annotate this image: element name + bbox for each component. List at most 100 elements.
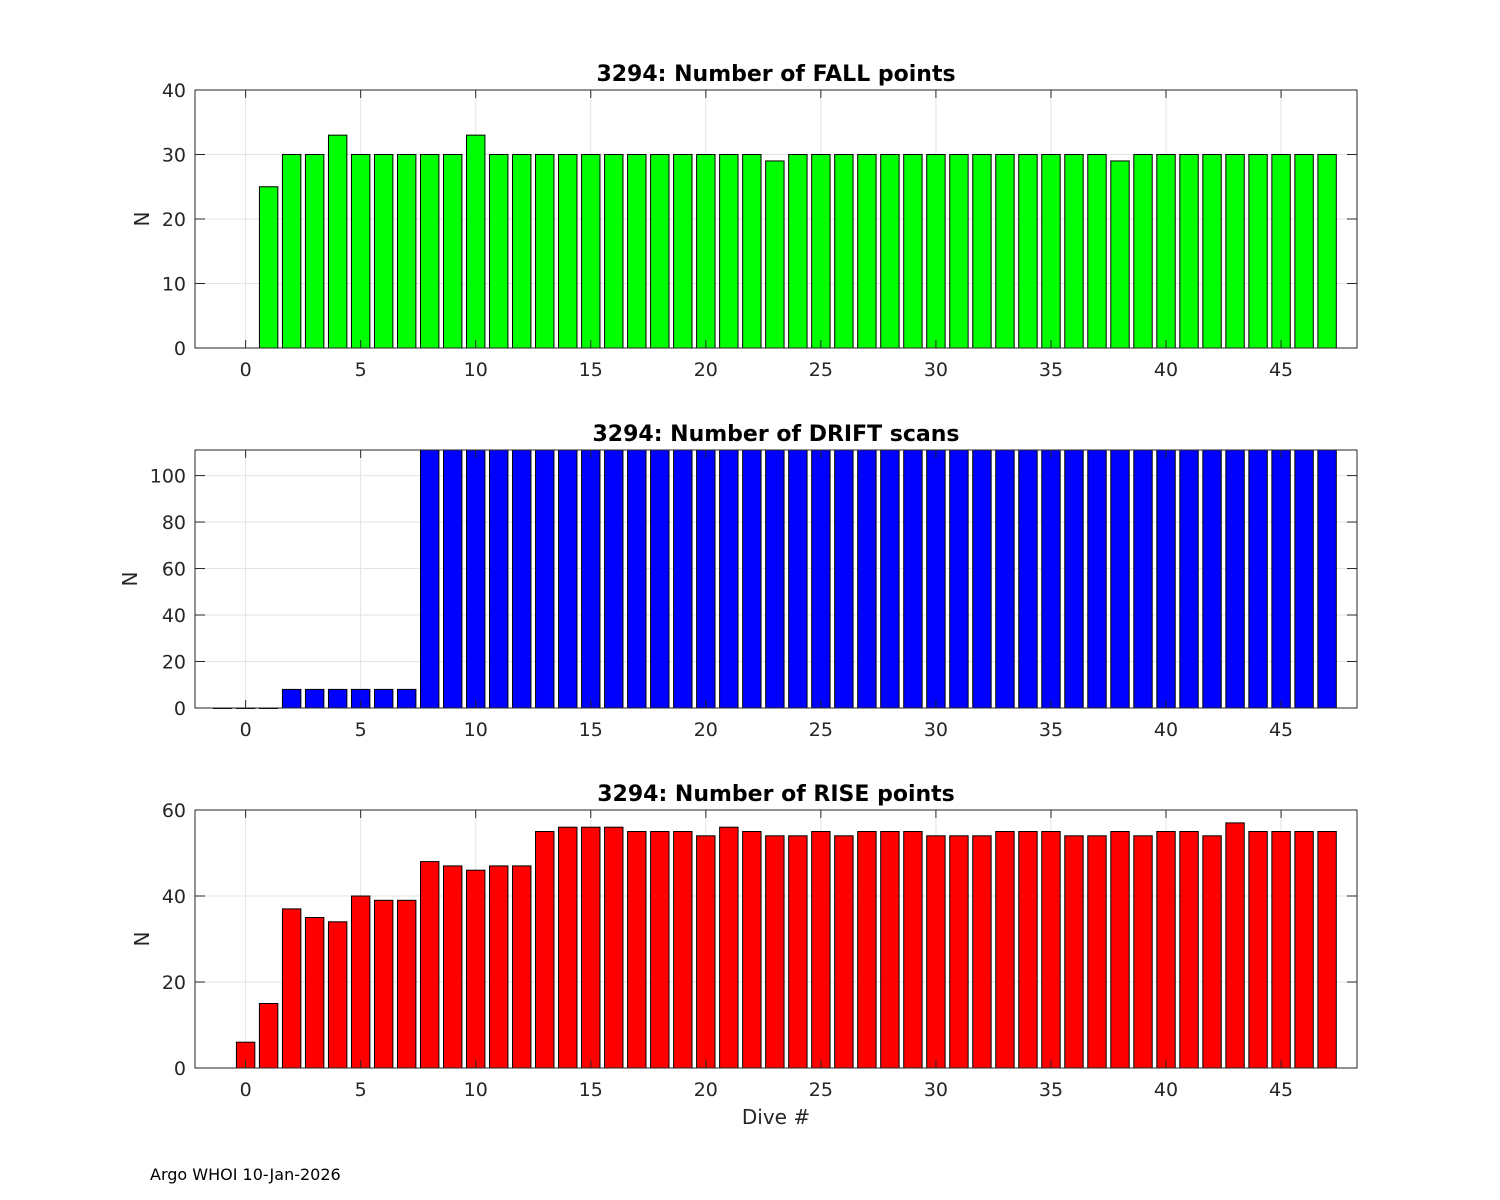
fall-chart-bar — [258, 186, 279, 349]
fall-chart-xtick-label: 15 — [579, 359, 603, 381]
drift-chart-ytick-label: 20 — [162, 652, 186, 674]
rise-chart-bar — [489, 865, 509, 1069]
drift-chart-xtick-label: 20 — [694, 719, 718, 741]
drift-chart-bar — [1064, 449, 1084, 709]
drift-chart-axes-box — [194, 449, 1358, 709]
drift-chart-bar — [1018, 449, 1038, 709]
rise-chart-bar — [535, 831, 555, 1069]
drift-chart-xtick-label: 10 — [464, 719, 488, 741]
drift-chart-bar — [304, 688, 325, 709]
rise-chart-bar — [1248, 831, 1268, 1069]
drift-chart-title: 3294: Number of DRIFT scans — [592, 422, 959, 447]
drift-chart-bar — [1087, 449, 1107, 709]
drift-chart: 0 5 10 15 20 25 30 35 40 45 0 20 40 60 80 100 3294: Numb… — [118, 422, 1358, 741]
fall-chart-bar — [604, 154, 624, 349]
fall-chart-bar — [1294, 154, 1314, 349]
fall-chart-bar — [765, 160, 785, 349]
fall-chart-bar — [788, 154, 808, 349]
rise-chart-xtick-label: 35 — [1039, 1079, 1063, 1101]
rise-chart-ytick-label: 20 — [162, 972, 186, 994]
drift-chart-xtick-label: 45 — [1269, 719, 1293, 741]
fall-chart-bar — [972, 154, 992, 349]
footer-credit: Argo WHOI 10-Jan-2026 — [150, 1165, 341, 1184]
rise-chart-ytick-label: 40 — [162, 886, 186, 908]
drift-chart-bar — [466, 449, 486, 709]
rise-chart-bar — [1064, 835, 1084, 1069]
drift-chart-ylabel: N — [118, 572, 142, 587]
fall-chart-bar — [719, 154, 739, 349]
drift-chart-bar — [1294, 449, 1314, 709]
drift-chart-bar — [696, 449, 716, 709]
rise-chart-bar — [1202, 835, 1222, 1069]
drift-chart-bar — [949, 449, 969, 709]
fall-chart-ylabel: N — [130, 212, 154, 227]
rise-chart-bar — [373, 899, 394, 1069]
drift-chart-bar — [1110, 449, 1130, 709]
rise-chart-bar — [281, 908, 302, 1069]
rise-chart-bar — [1041, 831, 1061, 1069]
fall-chart-bar — [350, 154, 371, 349]
rise-chart-bar — [558, 826, 578, 1069]
drift-chart-ytick-label: 0 — [174, 698, 186, 720]
rise-chart: 0 5 10 15 20 25 30 35 40 45 0 20 40 60 3294: Number of… — [130, 782, 1358, 1129]
fall-chart-xtick-label: 40 — [1154, 359, 1178, 381]
fall-chart-bar — [558, 154, 578, 349]
drift-chart-bar — [880, 449, 900, 709]
fall-chart-bar — [281, 154, 302, 349]
fall-chart-xtick-label: 20 — [694, 359, 718, 381]
drift-chart-xtick-label: 40 — [1154, 719, 1178, 741]
rise-chart-bar — [1133, 835, 1153, 1069]
drift-chart-bar — [489, 449, 509, 709]
drift-chart-bar — [972, 449, 992, 709]
drift-chart-bar — [604, 449, 624, 709]
fall-chart-bar — [1133, 154, 1153, 349]
rise-chart-bar — [1087, 835, 1107, 1069]
rise-chart-ylabel: N — [130, 932, 154, 947]
drift-chart-bar — [1133, 449, 1153, 709]
drift-chart-bar — [1248, 449, 1268, 709]
rise-chart-bar — [903, 831, 923, 1069]
fall-chart-bar — [1248, 154, 1268, 349]
drift-chart-bar — [419, 449, 440, 709]
rise-chart-bar — [466, 869, 486, 1069]
drift-chart-bar — [742, 449, 762, 709]
rise-chart-bar — [857, 831, 877, 1069]
rise-chart-xlabel: Dive # — [742, 1105, 810, 1129]
fall-chart-bar — [1041, 154, 1061, 349]
drift-chart-bar — [396, 688, 417, 709]
fall-chart-bar — [443, 154, 463, 349]
drift-chart-xtick-label: 5 — [355, 719, 367, 741]
fall-chart-ytick-label: 20 — [162, 209, 186, 231]
rise-chart-xtick-label: 20 — [694, 1079, 718, 1101]
fall-chart-bar — [1156, 154, 1176, 349]
rise-chart-bar — [949, 835, 969, 1069]
fall-chart-bar — [304, 154, 325, 349]
fall-chart-bar — [581, 154, 601, 349]
fall-chart-bar — [696, 154, 716, 349]
drift-chart-bar — [1271, 449, 1291, 709]
fall-chart-bar — [926, 154, 946, 349]
drift-chart-bar — [1317, 449, 1337, 709]
rise-chart-title: 3294: Number of RISE points — [597, 782, 955, 807]
fall-chart-bar — [327, 134, 348, 349]
drift-chart-bar — [1041, 449, 1061, 709]
drift-chart-bar — [443, 449, 463, 709]
fall-chart-xtick-label: 10 — [464, 359, 488, 381]
drift-chart-bar — [788, 449, 808, 709]
drift-chart-bar — [1202, 449, 1222, 709]
drift-chart-bar — [627, 449, 647, 709]
fall-chart-bar — [834, 154, 854, 349]
drift-chart-bar — [1225, 449, 1245, 709]
drift-chart-ytick-label: 100 — [150, 466, 186, 488]
fall-chart-bar — [857, 154, 877, 349]
rise-chart-bar — [512, 865, 532, 1069]
rise-chart-bar — [327, 921, 348, 1069]
rise-chart-xtick-label: 0 — [240, 1079, 252, 1101]
fall-chart-bar — [673, 154, 693, 349]
rise-chart-bar — [650, 831, 670, 1069]
drift-chart-bar — [719, 449, 739, 709]
fall-chart-bar — [949, 154, 969, 349]
rise-chart-xtick-label: 25 — [809, 1079, 833, 1101]
rise-chart-bar — [811, 831, 831, 1069]
fall-chart-title: 3294: Number of FALL points — [596, 62, 955, 87]
